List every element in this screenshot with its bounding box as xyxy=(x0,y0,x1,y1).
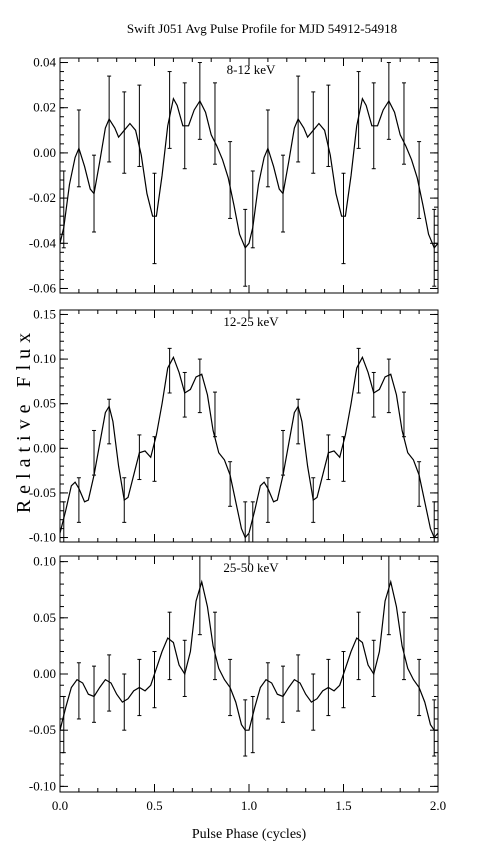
y-tick-label: 0.05 xyxy=(33,396,56,411)
pulse-profile-curve xyxy=(60,355,438,539)
x-axis-title: Pulse Phase (cycles) xyxy=(192,827,307,842)
y-tick-label: 0.04 xyxy=(33,55,56,70)
y-tick-label: -0.05 xyxy=(29,722,56,737)
pulse-profile-curve xyxy=(60,96,438,249)
y-tick-label: 0.15 xyxy=(33,306,56,321)
y-tick-label: 0.10 xyxy=(33,554,56,569)
y-axis-title: Relative Flux xyxy=(13,327,35,513)
panel-8-12-kev: -0.06 -0.04 -0.02 0.00 0.02 0.04 8-12 keV xyxy=(29,55,439,295)
y-tick-label: 0.00 xyxy=(33,666,56,681)
y-tick-label: 0.00 xyxy=(33,145,56,160)
y-tick-label: -0.05 xyxy=(29,485,56,500)
y-tick-label: -0.10 xyxy=(29,530,56,545)
figure-title: Swift J051 Avg Pulse Profile for MJD 549… xyxy=(127,21,397,36)
y-tick-label: -0.02 xyxy=(29,190,56,205)
plot-frame xyxy=(59,57,439,294)
x-tick-label: 0.5 xyxy=(146,798,162,813)
panel-energy-label: 12-25 keV xyxy=(223,314,279,329)
y-tick-label: -0.04 xyxy=(29,235,57,250)
panel-25-50-kev: -0.10 -0.05 0.00 0.05 0.10 0.0 0.5 1.0 1.5 2.0 25-… xyxy=(29,554,446,813)
y-tick-label: 0.10 xyxy=(33,351,56,366)
x-tick-label: 0.0 xyxy=(52,798,68,813)
y-tick-label: 0.05 xyxy=(33,610,56,625)
x-tick-label: 2.0 xyxy=(430,798,446,813)
pulse-profile-curve xyxy=(60,579,438,731)
x-tick-label: 1.5 xyxy=(335,798,351,813)
plot-frame xyxy=(59,309,439,543)
y-tick-label: -0.10 xyxy=(29,778,56,793)
y-tick-label: 0.00 xyxy=(33,440,56,455)
y-tick-label: 0.02 xyxy=(33,100,56,115)
plot-frame xyxy=(59,555,439,793)
panel-energy-label: 25-50 keV xyxy=(223,560,279,575)
y-tick-label: -0.06 xyxy=(29,280,57,295)
panel-energy-label: 8-12 keV xyxy=(227,62,276,77)
x-tick-label: 1.0 xyxy=(241,798,257,813)
panel-12-25-kev: -0.10 -0.05 0.00 0.05 0.10 0.15 12-25 keV xyxy=(29,306,439,545)
